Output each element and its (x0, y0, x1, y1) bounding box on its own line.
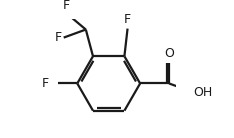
Text: F: F (55, 31, 62, 44)
Text: F: F (63, 0, 70, 12)
Text: O: O (164, 47, 174, 60)
Text: F: F (124, 14, 131, 26)
Text: OH: OH (193, 86, 212, 99)
Text: F: F (42, 77, 49, 90)
